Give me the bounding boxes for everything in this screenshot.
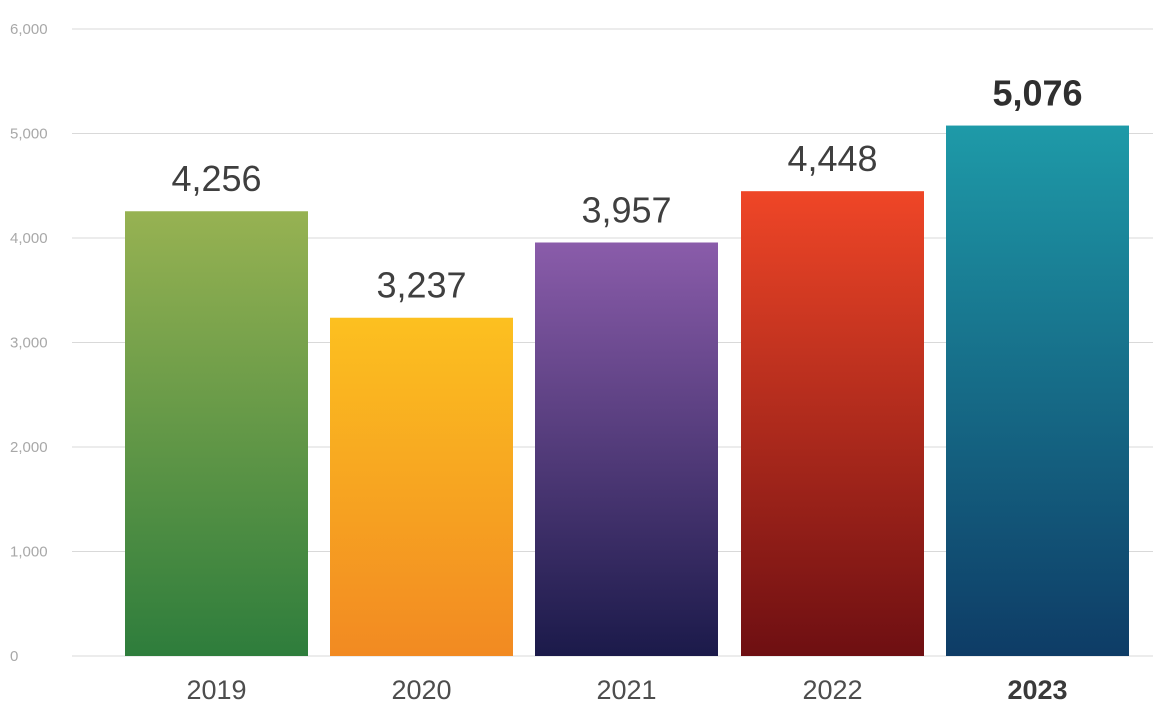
x-tick-label: 2023: [1007, 675, 1067, 702]
x-axis-labels: 2019 2020 2021 2022 2023: [186, 675, 1067, 702]
y-tick-label: 2,000: [10, 439, 48, 456]
bar-2021: [535, 242, 718, 656]
bar-2023: [946, 125, 1129, 657]
x-tick-label: 2019: [186, 675, 246, 702]
y-tick-label: 0: [10, 648, 18, 665]
data-label: 5,076: [992, 73, 1082, 114]
y-tick-label: 6,000: [10, 21, 48, 38]
bar-2019: [125, 211, 308, 657]
y-tick-label: 3,000: [10, 335, 48, 352]
data-label: 4,448: [787, 138, 877, 179]
data-label: 3,237: [376, 265, 466, 306]
y-tick-label: 4,000: [10, 230, 48, 247]
data-labels: 4,256 3,237 3,957 4,448 5,076: [171, 73, 1082, 306]
y-tick-label: 5,000: [10, 126, 48, 143]
bar-2022: [741, 191, 924, 656]
x-tick-label: 2022: [802, 675, 862, 702]
bars: [125, 125, 1129, 657]
x-tick-label: 2020: [391, 675, 451, 702]
data-label: 4,256: [171, 158, 261, 199]
x-tick-label: 2021: [596, 675, 656, 702]
y-tick-label: 1,000: [10, 544, 48, 561]
data-label: 3,957: [581, 189, 671, 230]
y-axis-ticks: 0 1,000 2,000 3,000 4,000 5,000 6,000: [10, 21, 48, 665]
bar-2020: [330, 317, 513, 656]
